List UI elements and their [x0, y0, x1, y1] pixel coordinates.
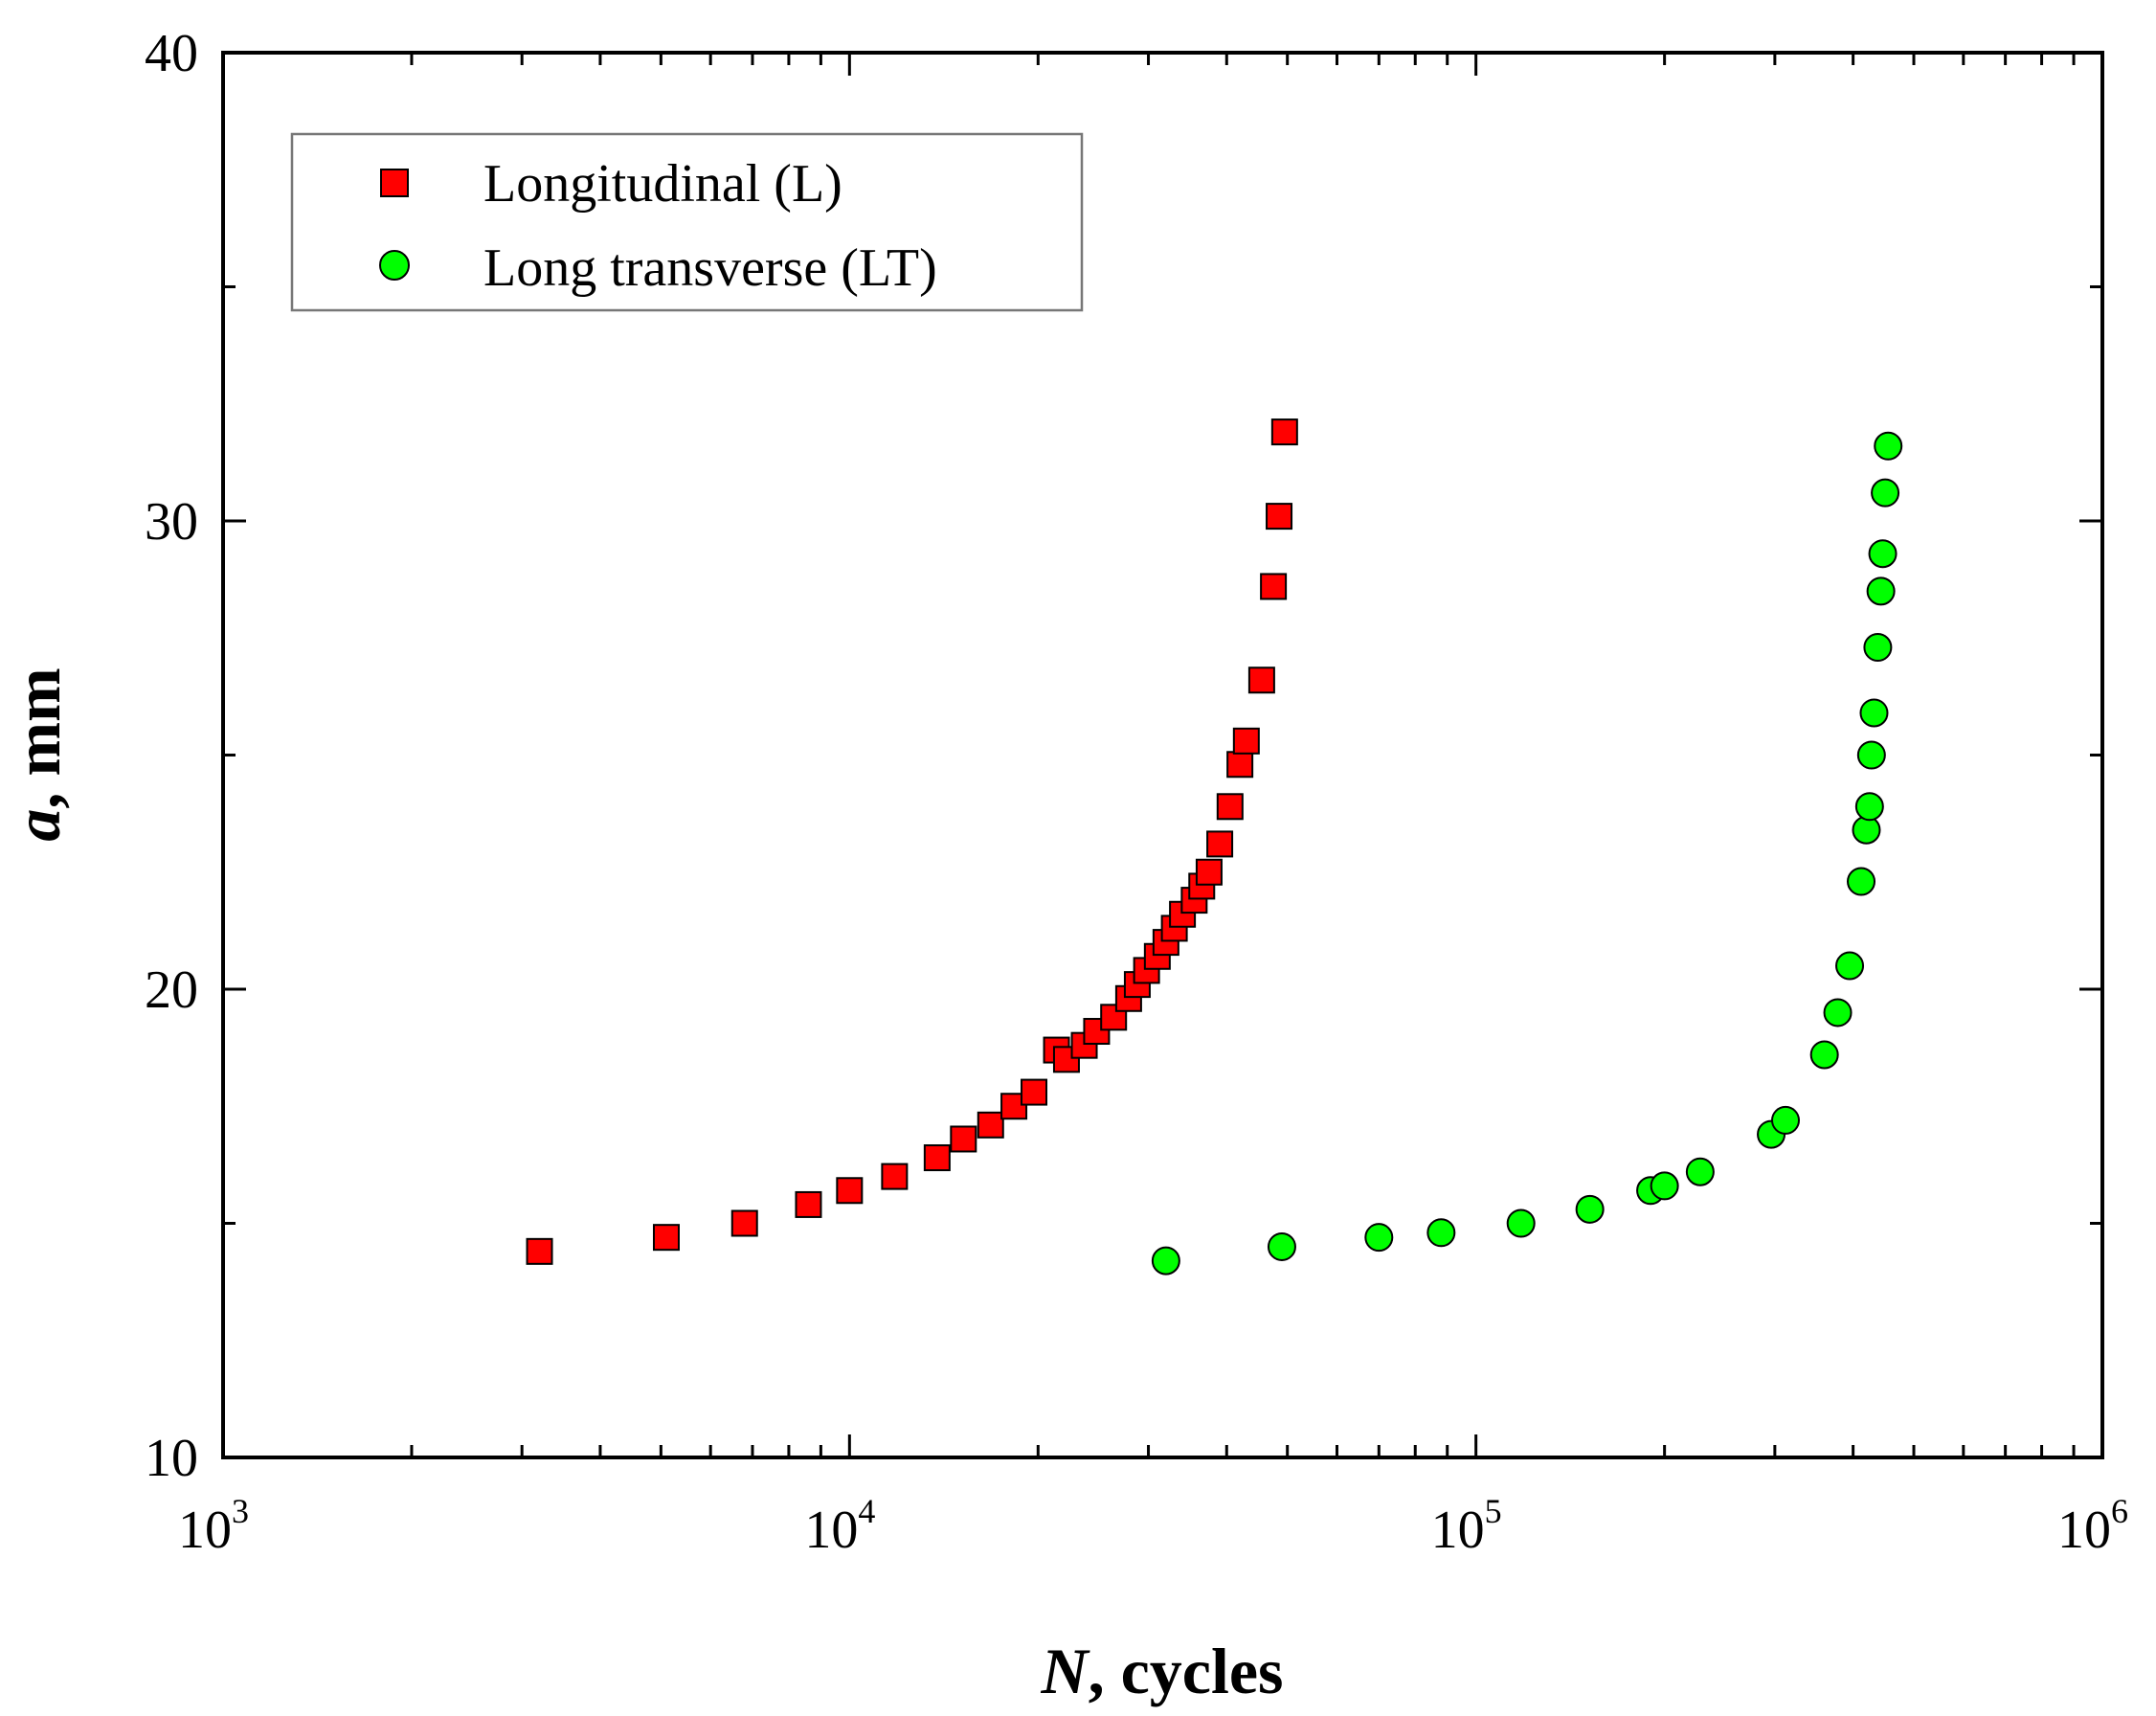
point-longitudinal [526, 1237, 553, 1265]
y-tick-label: 30 [145, 492, 198, 552]
point-long-transverse [1364, 1223, 1394, 1253]
y-tick-label: 20 [145, 960, 198, 1020]
point-long-transverse [1874, 431, 1903, 461]
point-long-transverse [1863, 633, 1893, 663]
point-long-transverse [1859, 698, 1889, 728]
legend-label-long-transverse: Long transverse (LT) [483, 238, 937, 298]
point-long-transverse [1575, 1194, 1605, 1224]
y-axis-title: a, mm [1, 667, 74, 841]
point-longitudinal [977, 1111, 1004, 1139]
point-longitudinal [1270, 418, 1298, 446]
point-long-transverse [1868, 539, 1898, 569]
point-longitudinal [1247, 666, 1275, 694]
point-long-transverse [1151, 1246, 1180, 1276]
point-long-transverse [1856, 740, 1886, 770]
point-long-transverse [1771, 1105, 1801, 1135]
point-long-transverse [1852, 815, 1881, 845]
legend-marker-square [380, 169, 409, 197]
point-long-transverse [1835, 951, 1865, 981]
point-longitudinal [730, 1209, 758, 1237]
point-longitudinal [1266, 503, 1293, 531]
point-long-transverse [1866, 576, 1896, 606]
data-points [526, 418, 1903, 1276]
point-longitudinal [1260, 573, 1288, 600]
point-longitudinal [652, 1224, 680, 1252]
point-longitudinal [836, 1177, 864, 1205]
series-longitudinal [526, 418, 1298, 1265]
point-long-transverse [1426, 1218, 1456, 1248]
point-long-transverse [1506, 1208, 1536, 1238]
point-long-transverse [1267, 1231, 1296, 1261]
x-axis-title: N, cycles [1040, 1635, 1283, 1707]
legend-label-longitudinal: Longitudinal (L) [483, 154, 842, 214]
legend-marker-circle [379, 250, 410, 281]
axis-ticks [221, 51, 2104, 1459]
point-longitudinal [1152, 929, 1179, 957]
x-tick-label: 106 [2057, 1492, 2128, 1560]
tick-labels: 103 104 105 106 10 20 30 40 [145, 24, 2128, 1560]
legend-box [290, 132, 1084, 312]
series-long-transverse [1151, 431, 1903, 1276]
point-longitudinal [795, 1190, 822, 1218]
point-longitudinal [1216, 793, 1244, 821]
point-longitudinal [881, 1163, 909, 1190]
point-longitudinal [1232, 727, 1260, 755]
point-long-transverse [1871, 478, 1900, 508]
point-longitudinal [1021, 1078, 1048, 1106]
legend: Longitudinal (L) Long transverse (LT) [290, 132, 1084, 312]
point-longitudinal [1206, 830, 1234, 858]
x-tick-label: 105 [1431, 1492, 1502, 1560]
x-tick-label: 103 [178, 1492, 249, 1560]
point-long-transverse [1854, 792, 1884, 822]
y-tick-label: 40 [145, 24, 198, 83]
x-tick-label: 104 [804, 1492, 875, 1560]
point-long-transverse [1809, 1040, 1839, 1070]
point-longitudinal [1195, 858, 1223, 886]
point-longitudinal [923, 1144, 951, 1172]
point-long-transverse [1823, 998, 1853, 1027]
point-longitudinal [1226, 751, 1254, 779]
point-long-transverse [1685, 1157, 1715, 1186]
point-long-transverse [1650, 1171, 1679, 1201]
point-long-transverse [1847, 867, 1876, 896]
point-longitudinal [950, 1125, 977, 1153]
y-tick-label: 10 [145, 1429, 198, 1488]
